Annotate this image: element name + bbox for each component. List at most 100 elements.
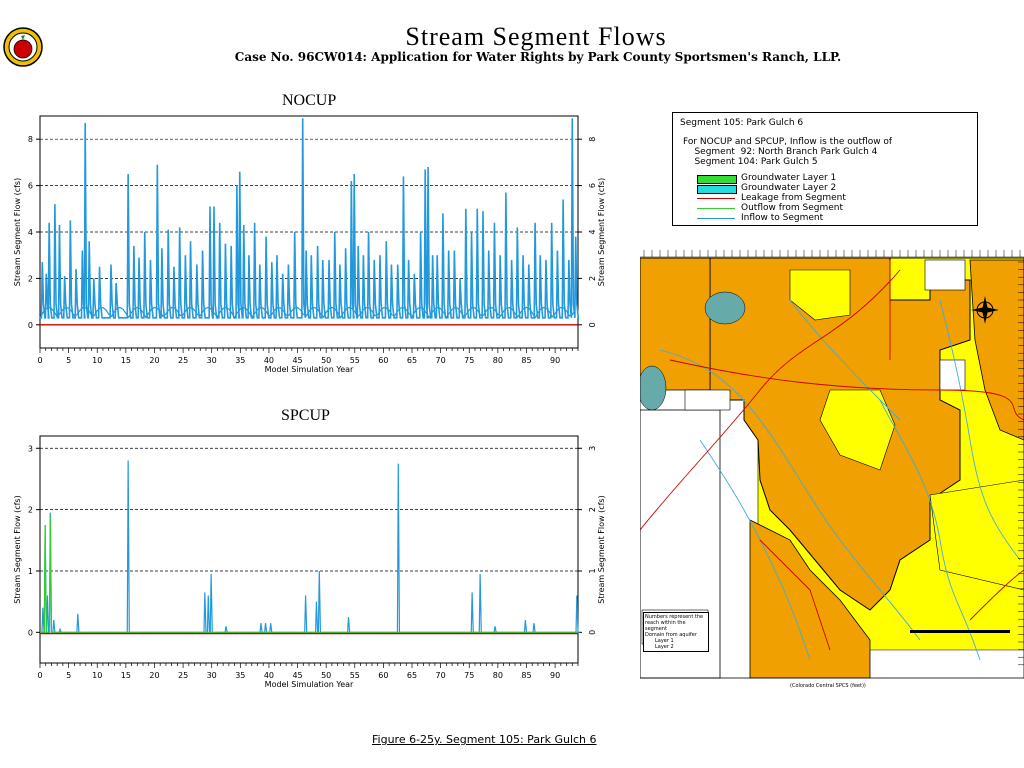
x-tick-label: 90 (550, 671, 560, 680)
x-tick-label: 15 (121, 356, 131, 365)
map-nodata-area (939, 359, 966, 391)
y-tick-label: 0 (28, 321, 33, 330)
x-tick-label: 55 (350, 671, 360, 680)
y-tick-label: 2 (588, 507, 597, 512)
nocup-chart-title: NOCUP (282, 92, 337, 109)
inflow-to-segment-series (40, 460, 580, 633)
x-tick-label: 80 (493, 671, 503, 680)
y-tick-label: 1 (588, 568, 597, 573)
x-tick-label: 5 (66, 671, 71, 680)
x-tick-label: 10 (92, 671, 102, 680)
x-tick-label: 90 (550, 356, 560, 365)
map-border (640, 257, 1024, 679)
x-tick-label: 50 (321, 671, 331, 680)
inflow-line-swatch (697, 218, 735, 219)
x-tick-label: 0 (37, 356, 42, 365)
x-tick-label: 70 (436, 356, 446, 365)
x-tick-label: 40 (264, 671, 274, 680)
layer-1-region (929, 479, 1024, 591)
legend-item-label: Leakage from Segment (741, 193, 846, 203)
y-axis-label: Stream Segment Flow (cfs) (13, 178, 22, 286)
x-tick-label: 35 (235, 356, 245, 365)
y-tick-label: 2 (588, 276, 597, 281)
map-legend-line: reach within the (645, 620, 686, 626)
x-tick-label: 25 (178, 671, 188, 680)
y-tick-label: 0 (28, 628, 33, 637)
lake-area (640, 365, 667, 411)
x-tick-label: 50 (321, 356, 331, 365)
legend-item-label: Outflow from Segment (741, 203, 844, 213)
legend-item-label: Groundwater Layer 2 (741, 183, 837, 193)
y-axis-label: Stream Segment Flow (cfs) (597, 495, 606, 603)
spcup-chart: 0 01 12 23 30 5 10 15 20 25 30 35 40 45 50 55 60 65 70 75 80… (13, 435, 606, 689)
nocup-chart: 0 02 24 46 68 80 5 10 15 20 25 30 35 40 45 50 55 60 65 70 75… (13, 115, 606, 374)
y-tick-label: 4 (28, 228, 33, 237)
x-axis-label: Model Simulation Year (265, 365, 354, 374)
x-tick-label: 60 (378, 671, 388, 680)
y-axis-label: Stream Segment Flow (cfs) (597, 178, 606, 286)
legend-item-label: Inflow to Segment (741, 213, 824, 223)
leakage-line-swatch (697, 198, 735, 199)
x-tick-label: 20 (149, 671, 159, 680)
agency-logo-icon (3, 27, 43, 67)
x-tick-label: 35 (235, 671, 245, 680)
legend-item-label: Groundwater Layer 1 (741, 173, 837, 183)
x-tick-label: 10 (92, 356, 102, 365)
x-tick-label: 70 (436, 671, 446, 680)
x-tick-label: 55 (350, 356, 360, 365)
y-tick-label: 8 (588, 137, 597, 142)
x-tick-label: 60 (378, 356, 388, 365)
x-tick-label: 45 (292, 671, 302, 680)
y-axis-label: Stream Segment Flow (cfs) (13, 495, 22, 603)
map-legend-line: Numbers represent the (645, 614, 704, 620)
x-tick-label: 85 (521, 671, 531, 680)
north-arrow-icon (971, 296, 999, 324)
x-tick-label: 40 (264, 356, 274, 365)
x-tick-label: 20 (149, 356, 159, 365)
y-tick-label: 0 (588, 322, 597, 327)
figure-caption: Figure 6-25y. Segment 105: Park Gulch 6 (372, 733, 597, 746)
inflow-to-segment-series (40, 118, 580, 319)
inflow-to-segment-series (39, 306, 576, 319)
map-legend-line: segment (645, 626, 667, 632)
x-tick-label: 65 (407, 671, 417, 680)
y-tick-label: 6 (28, 182, 33, 191)
map-scale-bar (910, 630, 1010, 633)
y-tick-label: 3 (28, 444, 33, 453)
map-x-axis-label: (Colorado Central SPCS (feet)) (790, 683, 866, 689)
map-legend-text: Numbers represent the reach within the s… (643, 612, 709, 652)
page-subtitle: Case No. 96CW014: Application for Water … (234, 50, 842, 64)
legend-note: For NOCUP and SPCUP, Inflow is the outfl… (683, 137, 892, 167)
lake-area (704, 291, 746, 325)
x-tick-label: 15 (121, 671, 131, 680)
outflow-line-swatch (697, 208, 735, 209)
groundwater-layer-1-swatch (697, 175, 737, 184)
plot-frame (39, 435, 579, 664)
y-tick-label: 2 (28, 274, 33, 283)
x-tick-label: 25 (178, 356, 188, 365)
legend-note-line: Segment 104: Park Gulch 5 (683, 157, 818, 167)
x-axis-label: Model Simulation Year (265, 680, 354, 689)
x-tick-label: 65 (407, 356, 417, 365)
map-legend-line: Domain from aquifer (645, 632, 697, 638)
y-tick-label: 3 (588, 446, 597, 451)
spcup-chart-title: SPCUP (281, 407, 330, 424)
map-legend-layer1-label: Layer 1 (655, 638, 674, 644)
x-tick-label: 75 (464, 356, 474, 365)
y-tick-label: 1 (28, 567, 33, 576)
y-tick-label: 0 (588, 630, 597, 635)
x-tick-label: 75 (464, 671, 474, 680)
outflow-from-segment-series (40, 515, 578, 633)
y-tick-label: 2 (28, 506, 33, 515)
map-nodata-area (924, 259, 966, 291)
page-title: Stream Segment Flows (405, 22, 667, 51)
x-tick-label: 30 (207, 356, 217, 365)
road-network (640, 260, 1024, 651)
layer-1-region (819, 389, 896, 471)
legend-note-line: Segment 92: North Branch Park Gulch 4 (683, 147, 878, 157)
x-tick-label: 85 (521, 356, 531, 365)
y-tick-label: 6 (588, 183, 597, 188)
map-nodata-area (684, 389, 731, 411)
legend-segment-label: Segment 105: Park Gulch 6 (680, 118, 804, 128)
y-tick-label: 4 (588, 229, 597, 234)
